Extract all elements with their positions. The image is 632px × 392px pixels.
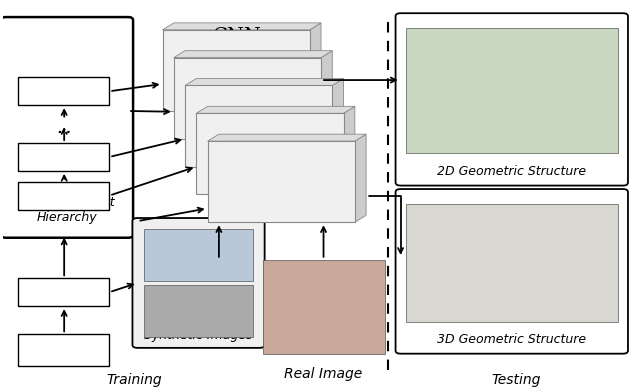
Polygon shape <box>174 51 332 58</box>
Text: CNN: CNN <box>213 27 262 45</box>
Bar <box>18 278 109 306</box>
Text: ...: ... <box>57 123 71 136</box>
Text: ...: ... <box>223 83 240 101</box>
Bar <box>185 85 332 167</box>
Polygon shape <box>197 106 355 113</box>
Text: Concept 1: Concept 1 <box>30 189 98 202</box>
Polygon shape <box>344 106 355 194</box>
FancyBboxPatch shape <box>1 17 133 238</box>
Text: 2D Geometric Structure: 2D Geometric Structure <box>437 165 586 178</box>
Text: 3D CAD
Models: 3D CAD Models <box>38 336 90 364</box>
Text: Training: Training <box>107 372 162 387</box>
FancyBboxPatch shape <box>133 218 265 348</box>
Text: Synthetic Images: Synthetic Images <box>144 328 253 341</box>
Text: Testing: Testing <box>492 372 541 387</box>
Bar <box>18 182 109 210</box>
Polygon shape <box>332 78 344 167</box>
Polygon shape <box>355 134 366 222</box>
Polygon shape <box>310 23 321 111</box>
Bar <box>263 260 385 354</box>
Bar <box>208 141 355 222</box>
Bar <box>406 28 618 154</box>
Polygon shape <box>208 134 366 141</box>
FancyBboxPatch shape <box>396 13 628 185</box>
Polygon shape <box>185 78 344 85</box>
Bar <box>174 58 321 139</box>
Text: Rendering: Rendering <box>30 286 98 299</box>
Text: Shape Concept
Hierarchy: Shape Concept Hierarchy <box>20 196 114 223</box>
Bar <box>18 77 109 105</box>
Bar <box>18 334 109 366</box>
Bar <box>143 285 253 337</box>
Bar <box>143 229 253 281</box>
Bar <box>18 143 109 171</box>
FancyBboxPatch shape <box>396 189 628 354</box>
Text: Concept n: Concept n <box>30 85 98 98</box>
Polygon shape <box>321 51 332 139</box>
Text: Concept 2: Concept 2 <box>30 151 98 163</box>
Bar <box>197 113 344 194</box>
Bar <box>406 204 618 321</box>
Bar <box>162 30 310 111</box>
Text: 3D Geometric Structure: 3D Geometric Structure <box>437 333 586 346</box>
Text: Real Image: Real Image <box>284 367 363 381</box>
Polygon shape <box>162 23 321 30</box>
